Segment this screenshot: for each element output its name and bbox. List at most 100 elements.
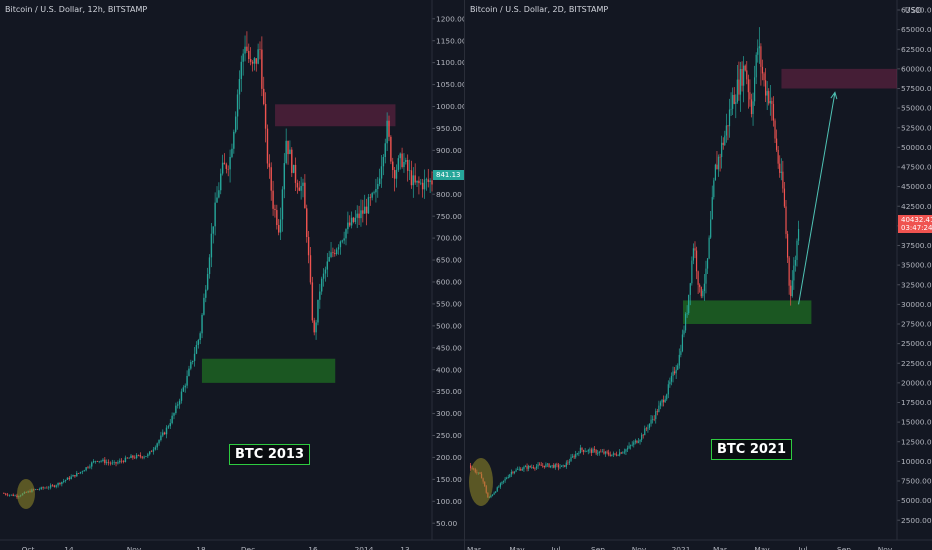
candle-body [592,449,594,453]
candle-body [562,465,564,466]
y-tick-label: 57500.00 [901,84,932,93]
candle-body [46,487,48,489]
candle-body [16,495,18,498]
candle-body [85,467,87,471]
candle-body [177,404,179,406]
candle-body [743,65,745,86]
candle-body [542,465,544,467]
candle-body [565,462,567,467]
candle-body [786,233,789,258]
y-tick-label: 47500.00 [901,163,932,172]
candle-body [491,494,494,496]
candle-body [772,103,775,121]
candle-body [782,171,784,189]
candle-body [277,225,280,233]
candle-body [225,164,228,169]
candle-body [309,255,312,283]
zone-support [201,358,336,383]
candle-body [307,237,310,256]
y-tick-label: 25000.00 [901,339,932,348]
candle-body [650,419,652,424]
candle-body [229,156,231,170]
candle-body [233,131,235,149]
candle-body [783,188,786,207]
candle-body [699,284,701,288]
candle-body [105,462,108,464]
candle-body [700,287,702,297]
candle-body [664,399,666,403]
x-tick-label: 14 [64,545,74,550]
candle-body [392,161,394,171]
candle-body [695,250,698,272]
candle-body [677,365,679,370]
candle-body [218,190,220,198]
candle-body [77,473,80,474]
candle-body [614,453,616,455]
candle-body [493,492,495,495]
candle-body [507,476,509,478]
candle-body [791,280,793,297]
candle-body [681,334,684,352]
candle-body [506,477,508,479]
candle-body [534,467,536,469]
chart-panel-btc-2013[interactable]: 50.00 100.00 150.00 200.00 250.00 300.00 350.0… [0,0,464,550]
y-tick-label: 60000.00 [901,64,932,73]
candle-body [195,345,198,354]
candle-body [628,445,630,449]
candle-body [236,94,239,117]
x-tick-label: 18 [196,545,206,550]
candle-body [139,455,142,457]
candle-body [287,140,289,155]
candle-body [571,456,574,458]
y-tick-label: 42500.00 [901,202,932,211]
candle-body [725,125,727,136]
chart-canvas-right[interactable]: 2500.00 5000.00 7500.00 10000.00 12500.00 150… [465,0,932,550]
candle-body [223,162,226,165]
candle-body [768,91,770,104]
candle-body [339,241,342,248]
candle-body [595,449,597,454]
candle-body [302,182,304,186]
candle-body [496,487,498,492]
candle-body [761,66,764,74]
x-tick-label: Nov [878,545,893,550]
candle-body [705,268,707,284]
candle-body [343,238,345,241]
candle-body [393,170,396,179]
candle-body [62,480,65,482]
x-tick-label: Jul [551,545,561,550]
candle-body [766,91,768,96]
candle-body [104,459,106,464]
candle-body [750,99,753,115]
candle-body [234,116,237,132]
candle-body [399,153,401,159]
candle-body [590,449,593,453]
projection-arrow-line [798,92,836,305]
candle-body [10,494,13,496]
candle-body [637,441,640,443]
candle-body [371,193,373,198]
candle-body [261,49,263,89]
candle-body [109,462,112,464]
x-tick-label: Dec [241,545,255,550]
candle-body [365,206,368,214]
candle-body [259,49,261,50]
candle-body [694,248,696,251]
currency-label: USD [904,6,922,15]
candle-body [697,271,699,285]
chart-panel-btc-2021[interactable]: 2500.00 5000.00 7500.00 10000.00 12500.00 150… [464,0,932,550]
y-tick-label: 250.00 [436,431,462,440]
candle-body [661,400,663,403]
chart-canvas-left[interactable]: 50.00 100.00 150.00 200.00 250.00 300.00 350.0… [0,0,464,550]
candle-body [294,164,297,183]
candle-body [673,371,676,374]
candle-body [537,464,539,467]
candle-body [8,494,11,496]
candle-body [66,477,69,480]
candle-body [421,182,424,190]
candle-body [600,451,602,453]
candle-body [264,104,267,129]
candle-body [774,120,776,139]
candle-body [601,451,603,453]
candle-body [416,180,418,183]
